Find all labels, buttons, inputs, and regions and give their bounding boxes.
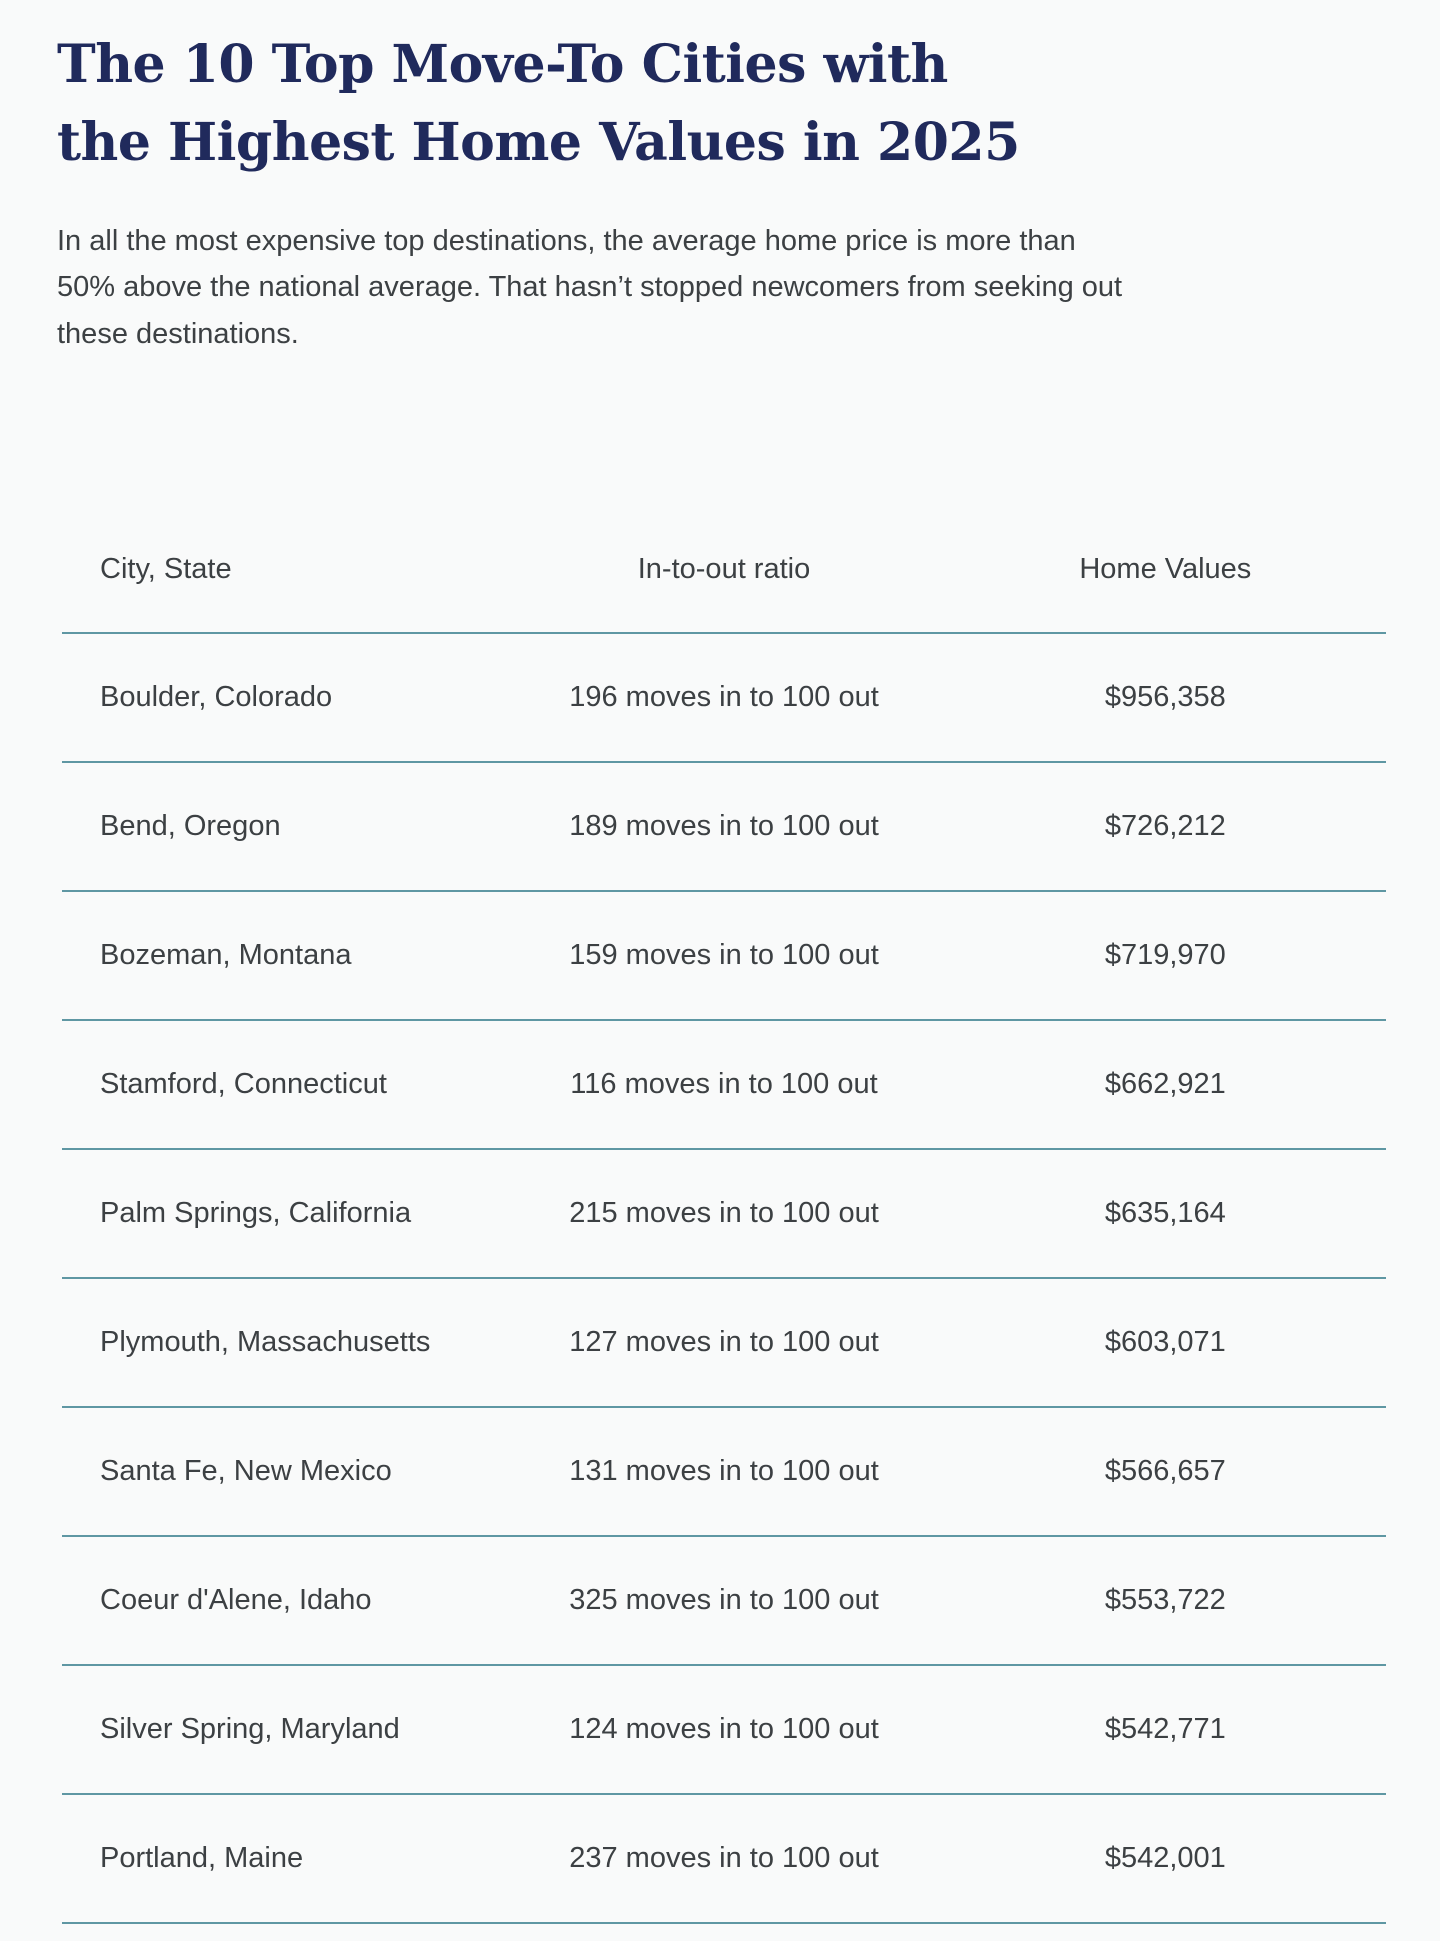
value-cell: $662,921 [1104, 1068, 1226, 1101]
city-cell: Boulder, Colorado [100, 681, 333, 714]
value-cell: $566,657 [1104, 1455, 1226, 1488]
ratio-cell: 189 moves in to 100 out [569, 810, 879, 843]
intro-paragraph: In all the most expensive top destinatio… [57, 225, 1123, 350]
value-cell: $542,771 [1104, 1713, 1226, 1746]
column-header-values: Home Values [1079, 552, 1252, 585]
column-header-ratio: In-to-out ratio [637, 552, 811, 585]
value-cell: $603,071 [1104, 1326, 1226, 1359]
table-row: Plymouth, Massachusetts 127 moves in to … [62, 1279, 1386, 1409]
value-cell: $635,164 [1104, 1197, 1226, 1230]
city-cell: Stamford, Connecticut [100, 1068, 387, 1101]
value-cell: $956,358 [1104, 681, 1226, 714]
ratio-cell: 159 moves in to 100 out [569, 939, 879, 972]
ratio-cell: 237 moves in to 100 out [569, 1842, 879, 1875]
city-cell: Bend, Oregon [100, 810, 281, 843]
table-row: Portland, Maine 237 moves in to 100 out … [62, 1795, 1386, 1925]
table-row: Santa Fe, New Mexico 131 moves in to 100… [62, 1408, 1386, 1538]
city-cell: Portland, Maine [100, 1842, 304, 1875]
ratio-cell: 116 moves in to 100 out [570, 1068, 878, 1101]
ratio-cell: 196 moves in to 100 out [569, 681, 879, 714]
table-row: Coeur d'Alene, Idaho 325 moves in to 100… [62, 1537, 1386, 1667]
table-row: Stamford, Connecticut 116 moves in to 10… [62, 1021, 1386, 1151]
table-row: Bend, Oregon 189 moves in to 100 out $72… [62, 763, 1386, 893]
page-title: The 10 Top Move-To Cities with the Highe… [57, 34, 1020, 173]
city-cell: Coeur d'Alene, Idaho [100, 1584, 372, 1617]
city-cell: Silver Spring, Maryland [100, 1713, 400, 1746]
value-cell: $553,722 [1104, 1584, 1226, 1617]
value-cell: $719,970 [1104, 939, 1226, 972]
ratio-cell: 325 moves in to 100 out [569, 1584, 879, 1617]
ratio-cell: 215 moves in to 100 out [569, 1197, 879, 1230]
ratio-cell: 127 moves in to 100 out [569, 1326, 879, 1359]
table-header-row: City, State In-to-out ratio Home Values [62, 506, 1386, 635]
city-cell: Plymouth, Massachusetts [100, 1326, 431, 1359]
table-row: Palm Springs, California 215 moves in to… [62, 1150, 1386, 1280]
city-cell: Santa Fe, New Mexico [100, 1455, 392, 1488]
table-row: Boulder, Colorado 196 moves in to 100 ou… [62, 634, 1386, 764]
home-values-table: City, State In-to-out ratio Home Values … [62, 506, 1386, 1925]
value-cell: $726,212 [1104, 810, 1226, 843]
city-cell: Bozeman, Montana [100, 939, 352, 972]
ratio-cell: 131 moves in to 100 out [569, 1455, 879, 1488]
column-header-city: City, State [100, 552, 232, 585]
table-row: Bozeman, Montana 159 moves in to 100 out… [62, 892, 1386, 1022]
table-row: Silver Spring, Maryland 124 moves in to … [62, 1666, 1386, 1796]
city-cell: Palm Springs, California [100, 1197, 412, 1230]
ratio-cell: 124 moves in to 100 out [569, 1713, 879, 1746]
value-cell: $542,001 [1104, 1842, 1226, 1875]
